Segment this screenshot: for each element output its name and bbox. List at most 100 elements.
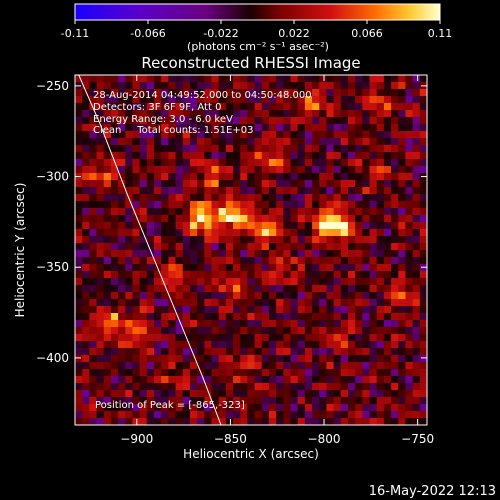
heatmap-cell xyxy=(125,313,134,321)
heatmap-cell xyxy=(132,138,141,146)
heatmap-cell xyxy=(197,285,205,293)
heatmap-cell xyxy=(103,327,112,335)
heatmap-cell xyxy=(391,236,399,244)
heatmap-cell xyxy=(96,229,105,237)
heatmap-cell xyxy=(139,250,148,258)
heatmap-cell xyxy=(125,285,134,293)
heatmap-cell xyxy=(276,187,284,195)
heatmap-cell xyxy=(383,348,392,356)
heatmap-cell xyxy=(312,313,320,321)
heatmap-cell xyxy=(82,355,90,363)
heatmap-cell xyxy=(75,355,83,363)
heatmap-cell xyxy=(247,418,256,425)
heatmap-cell xyxy=(362,89,371,97)
heatmap-cell xyxy=(340,285,349,293)
heatmap-cell xyxy=(391,243,399,251)
heatmap-cell xyxy=(304,362,313,370)
heatmap-cell xyxy=(139,82,148,90)
heatmap-cell xyxy=(240,159,249,167)
heatmap-cell xyxy=(319,285,328,293)
heatmap-cell xyxy=(75,341,83,349)
heatmap-cell xyxy=(355,187,363,195)
heatmap-cell xyxy=(268,292,277,300)
heatmap-cell xyxy=(398,327,407,335)
heatmap-cell xyxy=(261,418,270,425)
heatmap-cell xyxy=(204,278,213,286)
heatmap-cell xyxy=(268,320,277,328)
heatmap-cell xyxy=(268,278,277,286)
heatmap-cell xyxy=(75,89,83,97)
heatmap-cell xyxy=(175,264,184,272)
heatmap-cell xyxy=(319,243,328,251)
heatmap-cell xyxy=(419,411,427,419)
heatmap-cell xyxy=(139,397,148,405)
heatmap-cell xyxy=(304,110,313,118)
heatmap-cell xyxy=(347,320,356,328)
heatmap-cell xyxy=(211,383,220,391)
heatmap-cell xyxy=(175,313,184,321)
heatmap-cell xyxy=(254,376,263,384)
heatmap-cell xyxy=(304,320,313,328)
heatmap-cell xyxy=(211,306,220,314)
heatmap-cell xyxy=(340,187,349,195)
heatmap-cell xyxy=(347,208,356,216)
heatmap-cell xyxy=(362,194,371,202)
heatmap-cell xyxy=(297,138,306,146)
heatmap-cell xyxy=(304,194,313,202)
heatmap-cell xyxy=(168,285,177,293)
heatmap-cell xyxy=(218,124,227,132)
heatmap-cell xyxy=(268,110,277,118)
heatmap-cell xyxy=(89,369,98,377)
heatmap-cell xyxy=(268,264,277,272)
heatmap-cell xyxy=(376,194,385,202)
heatmap-cell xyxy=(254,159,263,167)
heatmap-cell xyxy=(139,306,148,314)
heatmap-cell xyxy=(110,285,119,293)
heatmap-cell xyxy=(405,348,414,356)
heatmap-cell xyxy=(304,180,313,188)
heatmap-cell xyxy=(297,236,306,244)
heatmap-cell xyxy=(419,222,427,230)
heatmap-cell xyxy=(175,152,184,160)
heatmap-cell xyxy=(103,138,112,146)
heatmap-cell xyxy=(319,138,328,146)
heatmap-cell xyxy=(161,96,169,104)
heatmap-cell xyxy=(146,194,155,202)
heatmap-cell xyxy=(82,383,90,391)
heatmap-cell xyxy=(197,124,205,132)
heatmap-cell xyxy=(233,285,241,293)
heatmap-cell xyxy=(419,320,427,328)
heatmap-cell xyxy=(211,159,220,167)
heatmap-cell xyxy=(175,173,184,181)
heatmap-cell xyxy=(189,89,198,97)
heatmap-cell xyxy=(333,299,342,307)
heatmap-cell xyxy=(132,187,141,195)
heatmap-cell xyxy=(189,243,198,251)
heatmap-cell xyxy=(82,131,90,139)
heatmap-cell xyxy=(333,320,342,328)
heatmap-cell xyxy=(211,278,220,286)
heatmap-cell xyxy=(233,166,241,174)
heatmap-cell xyxy=(254,180,263,188)
heatmap-cell xyxy=(139,131,148,139)
heatmap-cell xyxy=(290,103,299,111)
heatmap-cell xyxy=(355,173,363,181)
heatmap-cell xyxy=(110,397,119,405)
heatmap-cell xyxy=(161,208,169,216)
heatmap-cell xyxy=(125,215,134,223)
heatmap-cell xyxy=(247,243,256,251)
heatmap-cell xyxy=(419,110,427,118)
heatmap-cell xyxy=(261,201,270,209)
heatmap-cell xyxy=(175,201,184,209)
heatmap-cell xyxy=(312,131,320,139)
heatmap-cell xyxy=(154,355,162,363)
heatmap-cell xyxy=(247,89,256,97)
heatmap-cell xyxy=(146,166,155,174)
heatmap-cell xyxy=(197,89,205,97)
heatmap-cell xyxy=(139,271,148,279)
heatmap-cell xyxy=(211,82,220,90)
heatmap-cell xyxy=(319,215,328,223)
heatmap-cell xyxy=(197,117,205,125)
heatmap-cell xyxy=(240,208,249,216)
heatmap-cell xyxy=(118,411,126,419)
